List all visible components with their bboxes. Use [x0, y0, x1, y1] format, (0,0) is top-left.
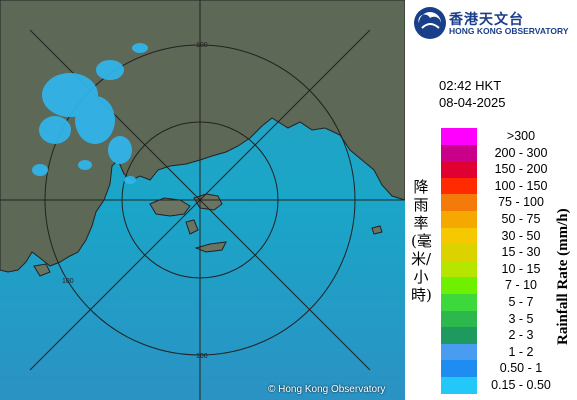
- legend-label: 3 - 5: [508, 311, 534, 326]
- legend-swatch: [441, 293, 477, 311]
- legend-swatch: [441, 177, 477, 195]
- legend-label: 10 - 15: [501, 261, 541, 276]
- legend-label: 0.50 - 1: [499, 361, 543, 376]
- range-label-west: 100: [62, 278, 74, 285]
- legend-label: 30 - 50: [501, 228, 541, 243]
- radar-map-graphic: 100 100 100: [0, 0, 405, 400]
- legend-title-english: Rainfall Rate (mm/h): [555, 208, 571, 345]
- po-toi-island: [194, 241, 227, 253]
- legend-swatch: [441, 244, 477, 261]
- legend-swatch: [441, 161, 477, 178]
- legend-swatch: [441, 376, 477, 394]
- range-label-north: 100: [196, 42, 208, 49]
- legend-labels: >300 200 - 300 150 - 200 100 - 150 75 - 100 5…: [481, 128, 561, 394]
- legend-swatch: [441, 277, 477, 294]
- legend-swatch: [441, 194, 477, 211]
- hk-island-west: [149, 197, 191, 217]
- range-label-south: 100: [196, 353, 208, 360]
- bearing-line-sw: [29, 199, 201, 371]
- legend-swatch: [441, 327, 477, 344]
- legend-label: 75 - 100: [498, 195, 544, 210]
- legend-swatches: [441, 128, 477, 394]
- rain-echo-area: [32, 43, 148, 184]
- bearing-line-ne: [199, 29, 371, 201]
- legend-swatch: [441, 343, 477, 361]
- legend-panel: 香港天文台 HONG KONG OBSERVATORY 02:42 HKT 08…: [405, 0, 577, 400]
- radar-time: 02:42 HKT: [439, 78, 502, 93]
- legend-label: 15 - 30: [501, 245, 541, 260]
- legend-label: 150 - 200: [494, 162, 548, 177]
- legend-swatch: [441, 227, 477, 245]
- bearing-line-nw: [29, 29, 201, 201]
- wanshan-island: [33, 263, 51, 277]
- radar-date: 08-04-2025: [439, 95, 506, 110]
- range-rings: [0, 0, 405, 400]
- legend-swatch: [441, 128, 477, 145]
- legend-label: 100 - 150: [494, 178, 548, 193]
- legend-label: 2 - 3: [508, 328, 534, 343]
- legend-label: 0.15 - 0.50: [491, 377, 551, 392]
- legend-title-chinese: 降雨率(毫米/小時): [411, 178, 432, 304]
- logo-name-english: HONG KONG OBSERVATORY: [449, 26, 569, 36]
- legend-label: 7 - 10: [505, 278, 537, 293]
- legend-label: 50 - 75: [501, 211, 541, 226]
- islet-east: [371, 225, 383, 235]
- radar-map: 100 100 100 © Hong Kong Observatory: [0, 0, 405, 400]
- legend-swatch: [441, 310, 477, 328]
- legend-swatch: [441, 210, 477, 228]
- legend-swatch: [441, 144, 477, 162]
- legend-label: 5 - 7: [508, 294, 534, 309]
- legend-label: 200 - 300: [494, 145, 548, 160]
- legend-swatch: [441, 260, 477, 278]
- logo-name-chinese: 香港天文台: [449, 12, 524, 28]
- observatory-logo-icon: [414, 7, 446, 39]
- legend-label: >300: [506, 129, 536, 143]
- legend-swatch: [441, 360, 477, 377]
- lamma-island: [185, 219, 199, 235]
- copyright-text: © Hong Kong Observatory: [268, 384, 386, 395]
- legend-label: 1 - 2: [508, 344, 534, 359]
- bearing-line-se: [199, 199, 371, 371]
